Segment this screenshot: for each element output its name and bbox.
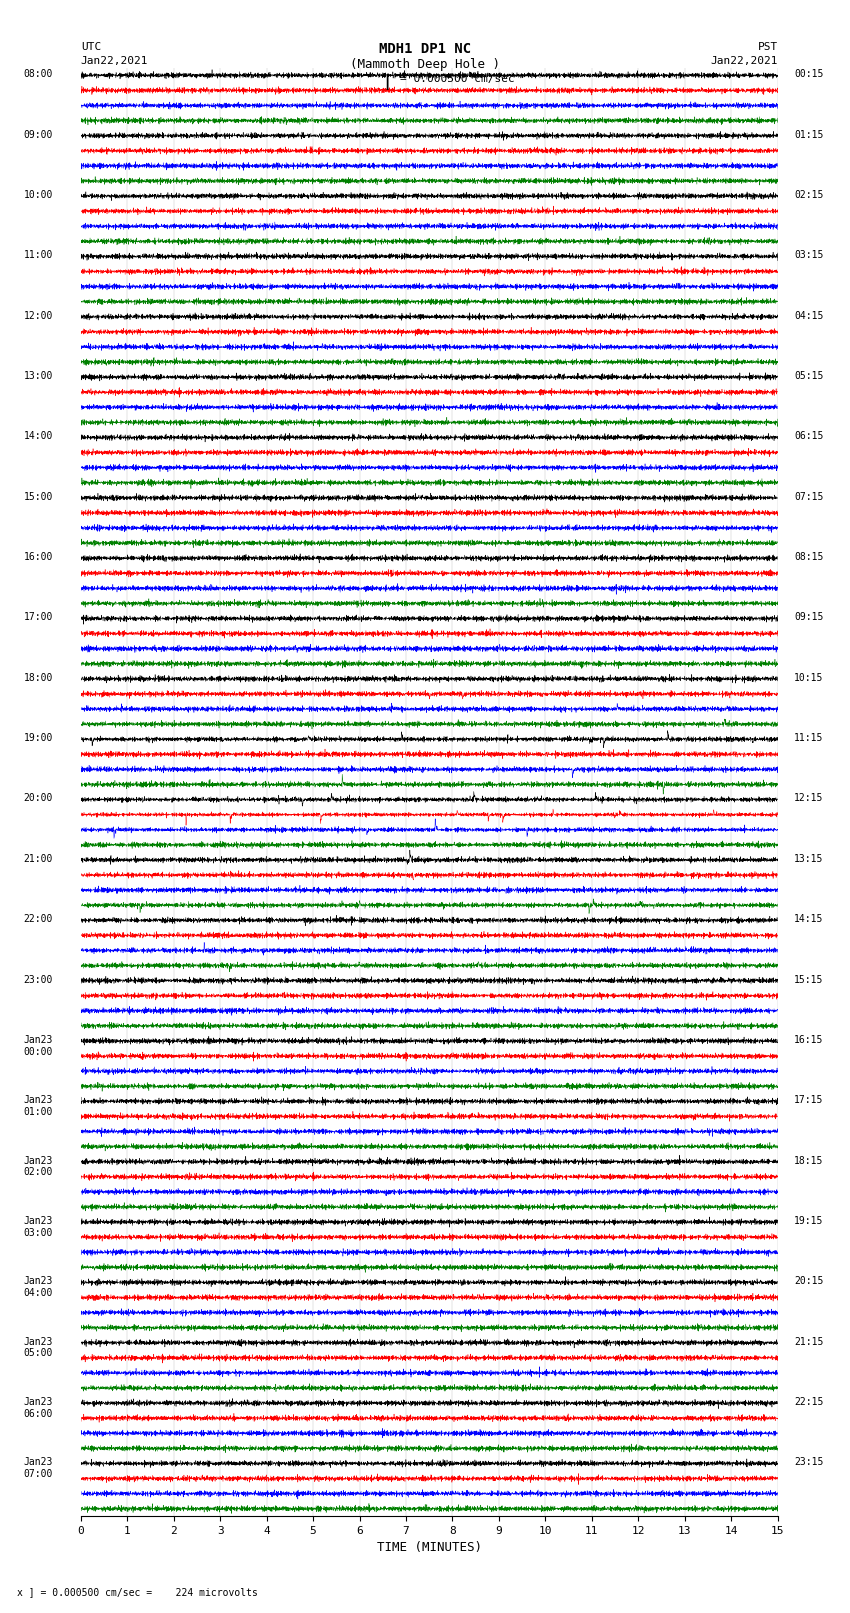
- Text: 11:15: 11:15: [794, 734, 824, 744]
- Text: PST: PST: [757, 42, 778, 52]
- Text: 23:15: 23:15: [794, 1458, 824, 1468]
- Text: (Mammoth Deep Hole ): (Mammoth Deep Hole ): [350, 58, 500, 71]
- Text: 10:00: 10:00: [24, 190, 53, 200]
- Text: 20:15: 20:15: [794, 1276, 824, 1286]
- Text: 00:15: 00:15: [794, 69, 824, 79]
- Text: 22:00: 22:00: [24, 915, 53, 924]
- Text: 14:00: 14:00: [24, 431, 53, 442]
- Text: 06:15: 06:15: [794, 431, 824, 442]
- Text: Jan22,2021: Jan22,2021: [711, 56, 778, 66]
- Text: Jan23
05:00: Jan23 05:00: [24, 1337, 53, 1358]
- Text: 15:00: 15:00: [24, 492, 53, 502]
- Text: 22:15: 22:15: [794, 1397, 824, 1407]
- Text: 19:00: 19:00: [24, 734, 53, 744]
- Text: 17:15: 17:15: [794, 1095, 824, 1105]
- Text: Jan23
07:00: Jan23 07:00: [24, 1458, 53, 1479]
- Text: Jan23
03:00: Jan23 03:00: [24, 1216, 53, 1237]
- Text: MDH1 DP1 NC: MDH1 DP1 NC: [379, 42, 471, 56]
- Text: Jan23
00:00: Jan23 00:00: [24, 1036, 53, 1057]
- Text: 21:00: 21:00: [24, 853, 53, 865]
- Text: x ] = 0.000500 cm/sec =    224 microvolts: x ] = 0.000500 cm/sec = 224 microvolts: [17, 1587, 258, 1597]
- Text: |: |: [382, 74, 391, 90]
- Text: 18:00: 18:00: [24, 673, 53, 682]
- Text: 01:15: 01:15: [794, 129, 824, 140]
- Text: 12:15: 12:15: [794, 794, 824, 803]
- Text: Jan23
02:00: Jan23 02:00: [24, 1155, 53, 1177]
- Text: 13:15: 13:15: [794, 853, 824, 865]
- Text: 14:15: 14:15: [794, 915, 824, 924]
- Text: 23:00: 23:00: [24, 974, 53, 984]
- Text: 18:15: 18:15: [794, 1155, 824, 1166]
- Text: 16:15: 16:15: [794, 1036, 824, 1045]
- Text: 10:15: 10:15: [794, 673, 824, 682]
- Text: Jan23
06:00: Jan23 06:00: [24, 1397, 53, 1418]
- Text: 02:15: 02:15: [794, 190, 824, 200]
- Text: 16:00: 16:00: [24, 552, 53, 561]
- Text: 20:00: 20:00: [24, 794, 53, 803]
- Text: 09:00: 09:00: [24, 129, 53, 140]
- Text: UTC: UTC: [81, 42, 101, 52]
- Text: 12:00: 12:00: [24, 311, 53, 321]
- Text: 09:15: 09:15: [794, 613, 824, 623]
- Text: 07:15: 07:15: [794, 492, 824, 502]
- Text: 03:15: 03:15: [794, 250, 824, 260]
- Text: 11:00: 11:00: [24, 250, 53, 260]
- Text: 15:15: 15:15: [794, 974, 824, 984]
- Text: 08:00: 08:00: [24, 69, 53, 79]
- Text: 08:15: 08:15: [794, 552, 824, 561]
- Text: Jan22,2021: Jan22,2021: [81, 56, 148, 66]
- Text: Jan23
01:00: Jan23 01:00: [24, 1095, 53, 1116]
- Text: 13:00: 13:00: [24, 371, 53, 381]
- Text: = 0.000500 cm/sec: = 0.000500 cm/sec: [400, 74, 514, 84]
- Text: 05:15: 05:15: [794, 371, 824, 381]
- Text: 19:15: 19:15: [794, 1216, 824, 1226]
- Text: 21:15: 21:15: [794, 1337, 824, 1347]
- Text: Jan23
04:00: Jan23 04:00: [24, 1276, 53, 1298]
- Text: 17:00: 17:00: [24, 613, 53, 623]
- Text: 04:15: 04:15: [794, 311, 824, 321]
- X-axis label: TIME (MINUTES): TIME (MINUTES): [377, 1542, 482, 1555]
